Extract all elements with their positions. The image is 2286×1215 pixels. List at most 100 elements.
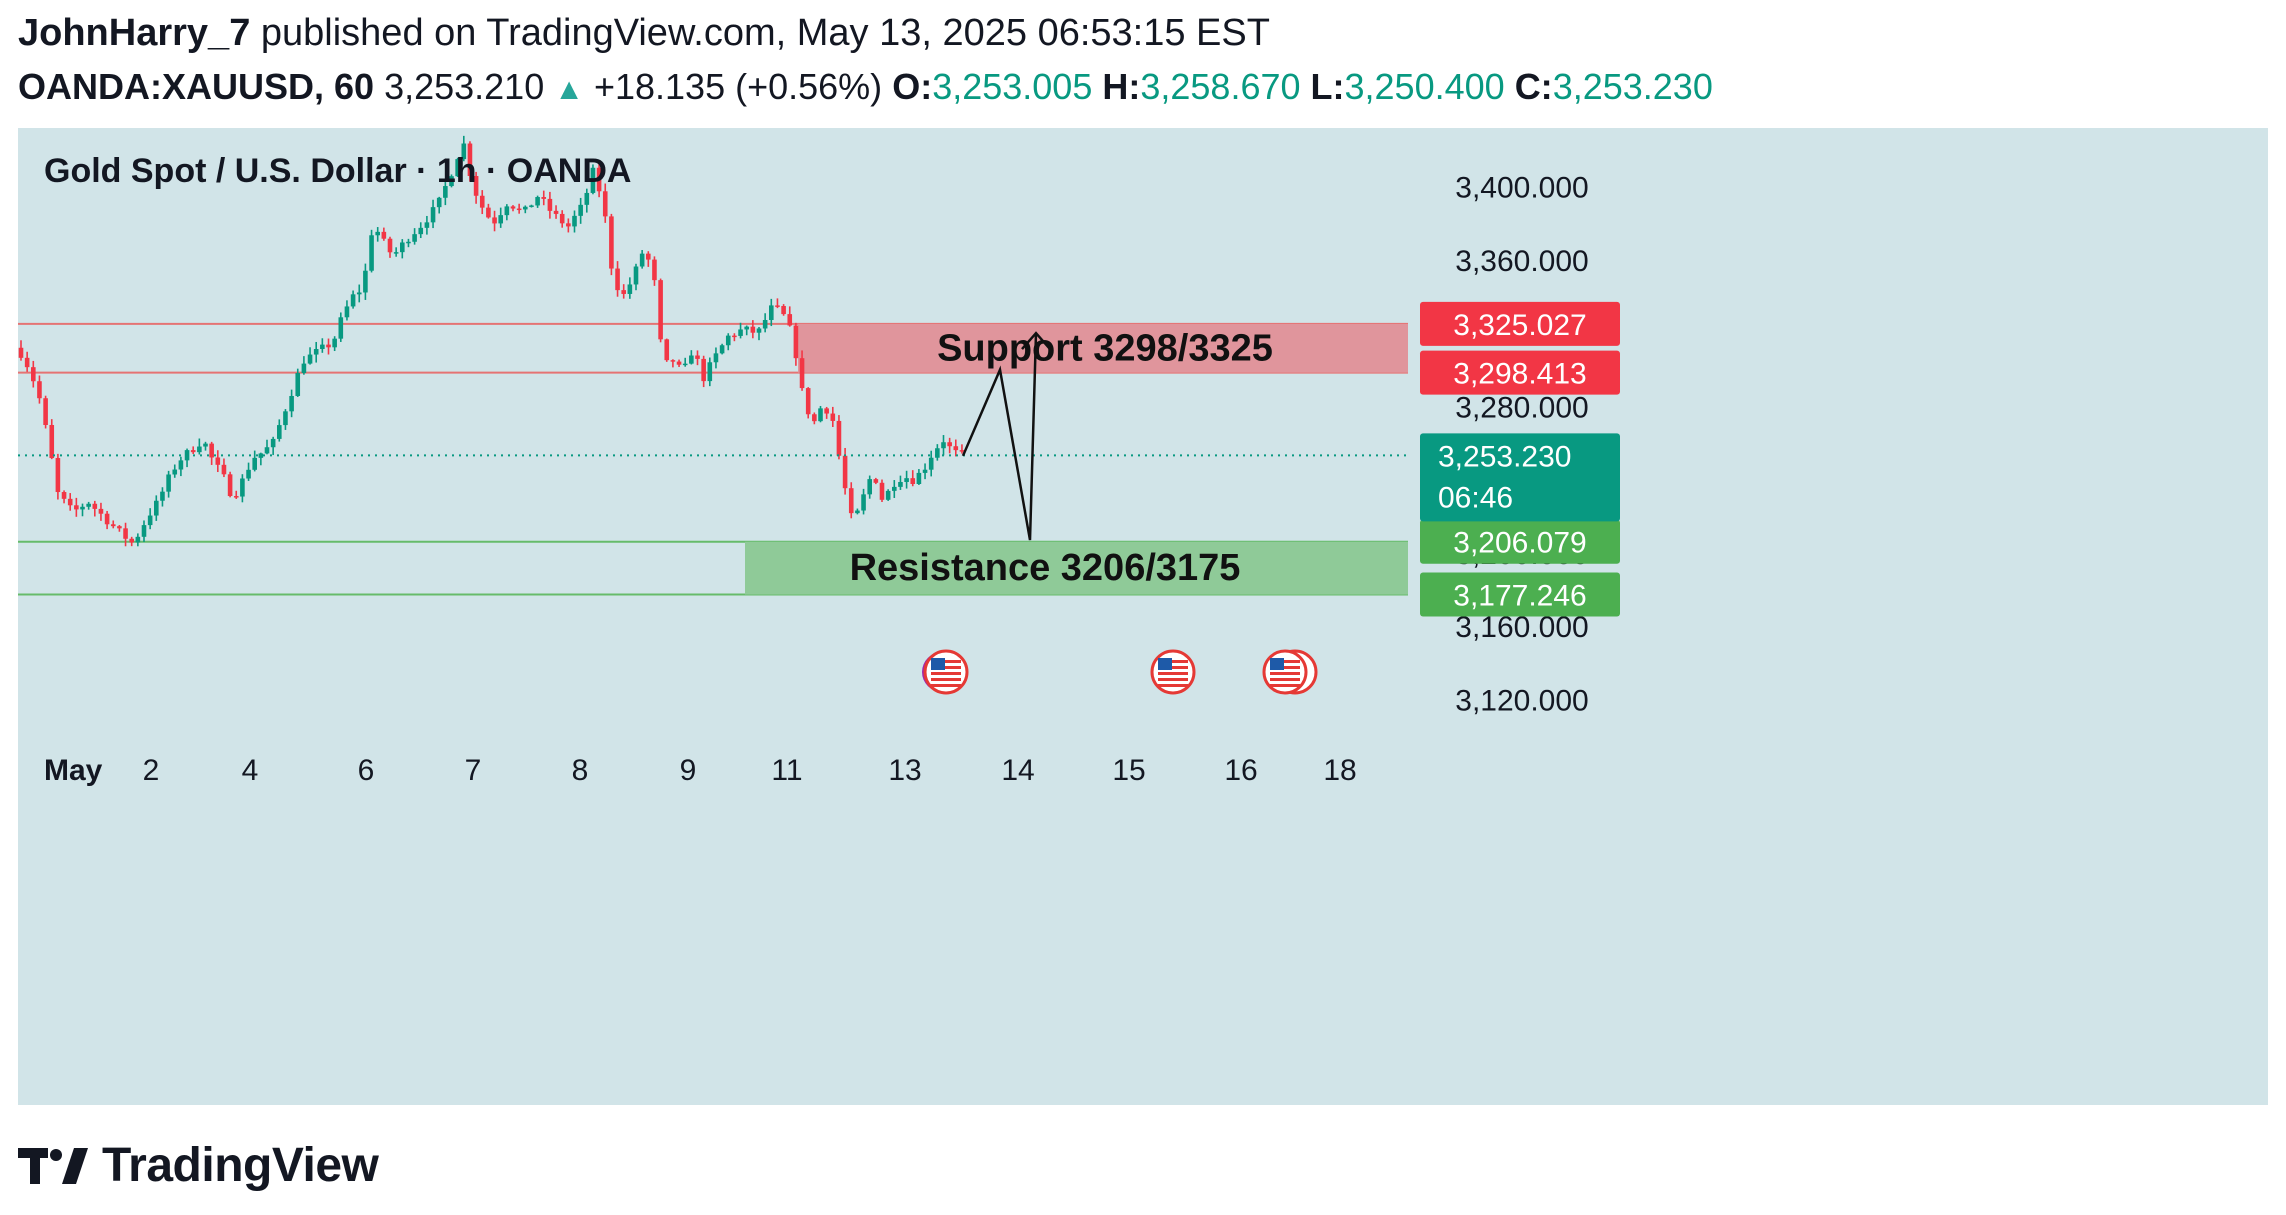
support-zone[interactable]: [798, 323, 1408, 373]
candle: [609, 213, 614, 276]
support-zone-label: Support 3298/3325: [937, 327, 1273, 369]
candle: [892, 480, 897, 498]
us-flag-icon[interactable]: [922, 649, 969, 695]
candle: [449, 174, 454, 188]
candle: [31, 360, 36, 388]
resistance-zone[interactable]: [745, 541, 1408, 595]
candle: [498, 207, 503, 228]
events-layer: [922, 649, 1318, 695]
x-tick-label: May: [44, 754, 103, 787]
svg-text:3,298.413: 3,298.413: [1453, 358, 1586, 391]
candle: [769, 298, 774, 327]
high-value: 3,258.670: [1140, 66, 1301, 107]
candle: [775, 298, 780, 309]
candle: [393, 247, 399, 257]
candle: [879, 479, 885, 503]
candle: [541, 190, 547, 206]
chart-title: Gold Spot / U.S. Dollar · 1h · OANDA: [44, 152, 631, 190]
candle: [682, 357, 688, 367]
candle: [197, 438, 202, 455]
current-price-tag[interactable]: 3,253.230 06:46: [1420, 433, 1620, 522]
candles-layer: [18, 135, 965, 547]
candle: [916, 469, 922, 485]
candle: [61, 490, 67, 504]
candle: [848, 482, 854, 519]
candle: [332, 336, 337, 352]
candle: [110, 520, 116, 529]
candle: [898, 475, 903, 490]
us-flag-icon[interactable]: [1262, 649, 1318, 695]
svg-text:3,177.246: 3,177.246: [1453, 580, 1586, 613]
candle: [326, 338, 331, 355]
x-tick-label: 11: [771, 754, 802, 787]
price-tag[interactable]: 3,177.246: [1420, 572, 1620, 617]
candle: [172, 464, 178, 478]
close-label: C:: [1514, 66, 1553, 107]
candle: [18, 340, 24, 361]
candle: [818, 405, 823, 423]
close-value: 3,253.230: [1552, 66, 1713, 107]
candle: [627, 277, 633, 299]
x-tick-label: 18: [1323, 754, 1356, 787]
price-chart[interactable]: Support 3298/3325 Resistance 3206/3175 Go…: [18, 128, 2268, 1105]
candle: [203, 441, 208, 451]
resistance-zone-label: Resistance 3206/3175: [850, 547, 1241, 589]
candle: [633, 263, 639, 291]
candle: [104, 510, 110, 530]
candle: [117, 525, 122, 532]
candle: [74, 497, 79, 517]
candle: [738, 322, 743, 339]
candle: [479, 190, 485, 215]
open-label: O:: [892, 66, 933, 107]
candle: [621, 284, 626, 299]
candle: [590, 164, 596, 195]
candle: [43, 395, 48, 429]
candle: [98, 502, 104, 521]
candle: [504, 204, 510, 221]
symbol-name[interactable]: OANDA:XAUUSD, 60: [18, 66, 375, 107]
price-tag[interactable]: 3,325.027: [1420, 301, 1620, 346]
candle: [732, 333, 737, 342]
candle: [959, 444, 965, 454]
price-tag[interactable]: 3,206.079: [1420, 519, 1620, 564]
svg-text:3,206.079: 3,206.079: [1453, 527, 1586, 560]
candle: [473, 171, 479, 204]
candle: [756, 326, 762, 341]
candle: [658, 278, 663, 343]
x-tick-label: 7: [465, 754, 482, 787]
candle: [689, 350, 694, 365]
candle: [596, 160, 602, 198]
candle: [141, 520, 147, 543]
candle: [836, 415, 842, 460]
published-text: published on TradingView.com, May 13, 20…: [260, 12, 1270, 54]
price-tags: 3,325.027 3,298.413 3,206.079 3,177.246 3,25…: [1420, 301, 1620, 617]
candle: [418, 222, 424, 239]
x-tick-label: 13: [888, 754, 921, 787]
candle: [670, 359, 676, 368]
candle: [436, 196, 442, 214]
candle: [369, 229, 374, 273]
candle: [805, 387, 811, 419]
candle: [258, 452, 264, 466]
candle: [762, 313, 768, 333]
candle: [652, 256, 657, 286]
candle: [455, 157, 460, 177]
candle: [240, 474, 245, 503]
candle: [719, 343, 725, 355]
us-flag-icon[interactable]: [1150, 649, 1196, 695]
candle: [154, 495, 159, 521]
candle: [338, 312, 344, 342]
price-tag[interactable]: 3,298.413: [1420, 350, 1620, 395]
candle: [695, 350, 700, 366]
projection-arrowhead: [1021, 331, 1051, 350]
candle: [516, 203, 522, 214]
projection-path[interactable]: [961, 333, 1038, 541]
x-tick-label: 9: [680, 754, 697, 787]
candle: [135, 533, 141, 547]
candle: [55, 453, 61, 500]
candle: [400, 239, 405, 259]
author-name[interactable]: JohnHarry_7: [18, 12, 251, 54]
candle: [221, 458, 227, 478]
tradingview-brand[interactable]: TradingView: [18, 1138, 379, 1193]
candle: [523, 205, 528, 214]
